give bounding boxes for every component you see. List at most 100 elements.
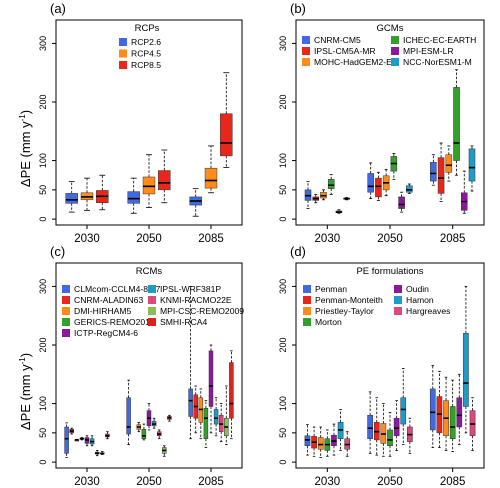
- legend-swatch: [302, 58, 310, 66]
- y-tick-label: 300: [278, 36, 288, 51]
- box-cnrm-cm5-2085: [430, 154, 437, 186]
- panel-d: (d) 0 50 100 200 300 2030 2050 2085 PE formulatio…: [278, 244, 485, 488]
- y-tick-label: 200: [278, 337, 288, 352]
- box-gerics-remo2015-2030: [79, 437, 85, 441]
- legend-label: Morton: [315, 317, 342, 327]
- box-rcp2-6-2050: [127, 177, 140, 214]
- box-iqr: [406, 185, 413, 193]
- y-tick-label: 50: [278, 428, 288, 438]
- legend-swatch: [119, 61, 127, 69]
- box-oudin-2085: [456, 373, 463, 445]
- box-hargreaves-2030: [344, 431, 351, 457]
- legend-item-penman-monteith: Penman-Monteith: [303, 295, 383, 305]
- box-mpi-esm-lr-2030: [335, 209, 343, 214]
- x-tick-label: 2030: [315, 233, 341, 245]
- box-iqr: [468, 148, 476, 182]
- legend-item-smhi-rca4: SMHI-RCA4: [148, 317, 207, 327]
- box-iqr: [445, 154, 453, 173]
- box-iqr: [449, 406, 456, 439]
- legend-label: Oudin: [406, 284, 429, 294]
- y-tick-label: 0: [38, 460, 48, 465]
- legend-label: MPI-ESM-LR: [403, 46, 454, 56]
- legend-swatch: [62, 329, 70, 337]
- legend-swatch: [62, 318, 70, 326]
- box-penman-monteith-2050: [373, 397, 380, 456]
- box-iqr: [64, 426, 69, 454]
- legend-swatch: [394, 285, 402, 293]
- legend-item-mpi-csc-remo2009: MPI-CSC-REMO2009: [148, 306, 244, 316]
- legend-swatch: [303, 307, 311, 315]
- box-penman-2050: [367, 391, 373, 454]
- legend-item-oudin: Oudin: [394, 284, 429, 294]
- x-tick-label: 2050: [136, 476, 162, 488]
- box-oudin-2030: [331, 423, 337, 456]
- panel-label: (c): [50, 244, 65, 259]
- legend-swatch: [394, 296, 402, 304]
- legend-swatch: [303, 296, 311, 304]
- y-tick-label: 50: [278, 185, 288, 195]
- box-clmcom-cclm4-8-17-2030: [64, 422, 69, 458]
- legend-item-cnrm-cm5: CNRM-CM5: [302, 35, 361, 45]
- box-clmcom-cclm4-8-17-2085: [188, 286, 193, 440]
- y-axis-label-sup: -1: [18, 357, 27, 365]
- y-tick-label: 300: [38, 279, 48, 294]
- box-iqr: [188, 388, 193, 417]
- y-tick-label: 100: [38, 153, 48, 168]
- box-iqr: [304, 435, 311, 446]
- box-rcp4-5-2085: [204, 145, 218, 194]
- box-ipsl-wrf381p-2085: [213, 397, 219, 437]
- box-iqr: [430, 162, 437, 182]
- legend-item-mohc-hadgem2-es: MOHC-HadGEM2-ES: [302, 57, 398, 67]
- legend-swatch: [391, 58, 399, 66]
- legend-label: SMHI-RCA4: [160, 317, 207, 327]
- legend-swatch: [148, 296, 156, 304]
- legend-item-ipsl-cm5a-mr: IPSL-CM5A-MR: [302, 46, 376, 56]
- legend-item-cnrm-aladin63: CNRM-ALADIN63: [62, 295, 143, 305]
- box-rcp2-6-2085: [189, 188, 202, 217]
- panel-label: (a): [50, 1, 66, 16]
- box-smhi-rca4-2030: [105, 431, 110, 440]
- legend-swatch: [148, 307, 156, 315]
- box-hamon-2085: [463, 286, 469, 434]
- box-iqr: [367, 415, 373, 439]
- legend-title: PE formulations: [356, 266, 423, 277]
- legend-item-penman: Penman: [303, 284, 347, 294]
- legend-item-hamon: Hamon: [394, 295, 434, 305]
- box-oudin-2050: [393, 400, 400, 451]
- box-iqr: [398, 196, 405, 209]
- box-morton-2030: [324, 429, 331, 457]
- box-mohc-hadgem2-es-2085: [445, 145, 453, 182]
- y-tick-label: 0: [278, 217, 288, 222]
- box-iqr: [65, 193, 78, 204]
- y-axis-label-main: ΔPE (mm y: [18, 364, 33, 430]
- legend-swatch: [391, 36, 399, 44]
- box-ictp-regcm4-6-2030: [84, 435, 90, 447]
- legend-item-ictp-regcm4-6: ICTP-RegCM4-6: [62, 328, 138, 338]
- box-cnrm-aladin63-2030: [69, 427, 74, 435]
- x-tick-label: 2050: [136, 233, 162, 245]
- box-ictp-regcm4-6-2050: [146, 403, 152, 431]
- box-hamon-2050: [400, 368, 407, 445]
- legend-label: ICTP-RegCM4-6: [74, 328, 138, 338]
- box-gerics-remo2015-2050: [141, 423, 147, 441]
- x-tick-label: 2085: [198, 233, 224, 245]
- legend-swatch: [62, 285, 70, 293]
- legend-swatch: [148, 318, 156, 326]
- legend-swatch: [303, 318, 311, 326]
- box-knmi-racmo22e-2085: [218, 403, 224, 443]
- x-tick-label: 2050: [377, 476, 403, 488]
- box-iqr: [127, 191, 140, 204]
- box-knmi-racmo22e-2030: [94, 450, 100, 457]
- y-axis-label-close: ): [18, 353, 33, 357]
- y-tick-label: 100: [278, 396, 288, 411]
- box-iqr: [213, 409, 219, 425]
- y-tick-label: 50: [38, 428, 48, 438]
- panel-label: (d): [290, 244, 306, 259]
- box-hargreaves-2050: [407, 417, 413, 454]
- box-iqr: [229, 362, 234, 419]
- box-iqr: [208, 350, 214, 407]
